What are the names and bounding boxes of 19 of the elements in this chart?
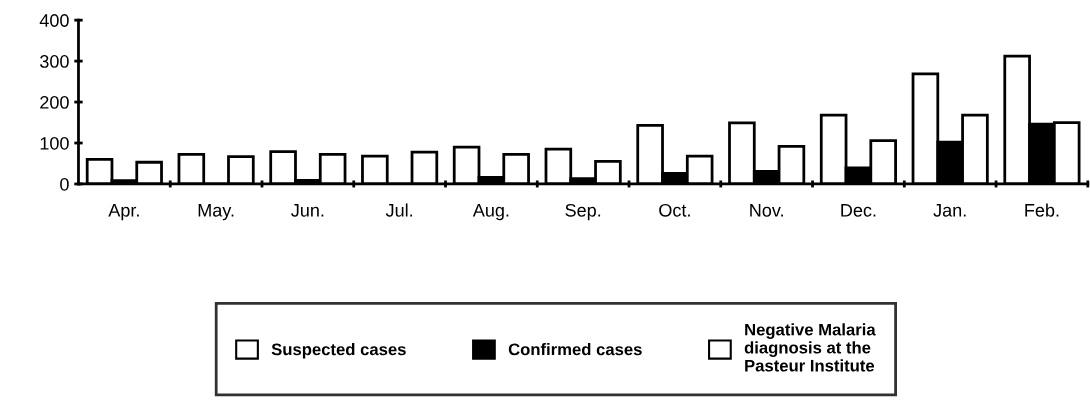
x-tick-label: Apr. xyxy=(108,204,139,221)
x-tick-label: Jul. xyxy=(385,203,413,217)
legend-label: Confirmed cases xyxy=(508,343,642,356)
y-tick-label: 100 xyxy=(40,136,69,150)
x-tick-label: Jun. xyxy=(291,204,324,217)
legend-label: Negative Malaria diagnosis at the Pasteur Institute xyxy=(744,323,876,372)
x-tick-label: Nov. xyxy=(750,204,783,217)
x-tick-label: Dec. xyxy=(841,204,876,217)
x-tick-label: Feb. xyxy=(1025,203,1059,217)
y-tick-label: 200 xyxy=(40,95,69,109)
x-tick-label: Oct. xyxy=(659,203,690,217)
y-tick-label: 300 xyxy=(40,55,69,68)
x-tick-label: Jan. xyxy=(933,204,966,217)
legend-label: Suspected cases xyxy=(271,343,406,359)
x-tick-label: Sep. xyxy=(565,203,601,221)
x-tick-label: May. xyxy=(198,204,234,221)
x-tick-label: Aug. xyxy=(472,204,509,221)
y-tick-label: 400 xyxy=(39,14,69,27)
y-tick-label: 0 xyxy=(60,177,69,191)
